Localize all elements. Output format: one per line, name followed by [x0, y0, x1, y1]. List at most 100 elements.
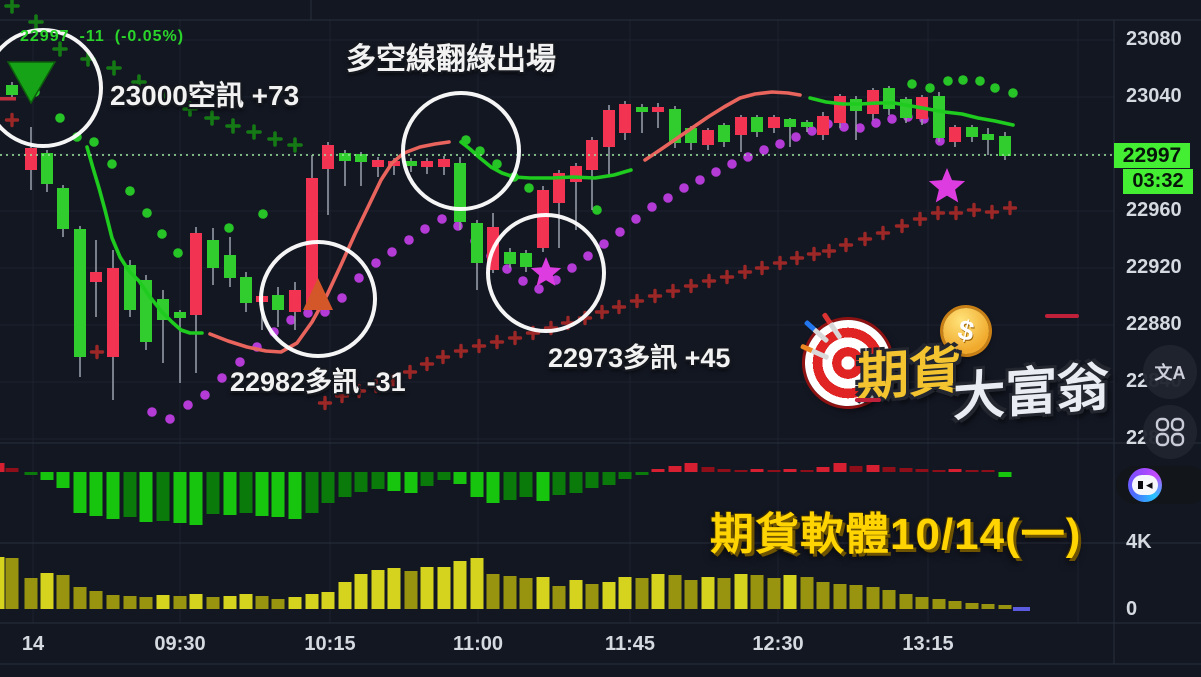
signal-dot-magenta — [354, 273, 364, 283]
candle-body — [570, 166, 582, 182]
volume-bar — [56, 575, 70, 609]
volume-axis-label: 4K — [1126, 531, 1152, 553]
macd-bar — [173, 472, 187, 523]
volume-bar — [849, 585, 863, 609]
macd-bar — [783, 469, 797, 472]
macd-bar — [849, 466, 863, 472]
signal-cross — [754, 260, 770, 276]
signal-cross — [453, 343, 469, 359]
candle-body — [883, 88, 895, 109]
signal-cross — [857, 231, 873, 247]
volume-bar — [223, 596, 237, 609]
signal-dot-green — [524, 183, 534, 193]
signal-dot-magenta — [420, 224, 430, 234]
macd-bar — [866, 465, 880, 472]
macd-bar — [618, 472, 632, 479]
volume-bar — [371, 570, 385, 609]
macd-bar — [387, 472, 401, 491]
candle-body — [207, 240, 219, 268]
volume-bar — [767, 578, 781, 609]
last-price-badge: 22997 — [1114, 143, 1190, 168]
volume-bar — [5, 558, 19, 609]
signal-cross — [948, 205, 964, 221]
macd-bar — [800, 470, 814, 472]
signal-cross — [789, 250, 805, 266]
signal-dot-green — [1008, 88, 1018, 98]
volume-bar — [866, 587, 880, 609]
candle-body — [438, 159, 450, 167]
volume-bar — [536, 577, 550, 609]
signal-cross — [4, 112, 20, 128]
translate-button[interactable]: 文A — [1143, 345, 1197, 399]
candle-body — [289, 290, 301, 312]
volume-bar — [899, 594, 913, 609]
candle-body — [174, 312, 186, 318]
volume-bar — [503, 576, 517, 609]
caption-date: 期貨軟體10/14(一) — [710, 510, 1082, 559]
ticker-change: -11 — [79, 28, 105, 45]
signal-dot-magenta — [775, 139, 785, 149]
macd-bar — [239, 472, 253, 513]
macd-bar — [24, 472, 38, 475]
trend-line-red — [208, 140, 451, 354]
translate-icon: 文A — [1154, 363, 1186, 383]
ticker: 22997 -11 (-0.05%) — [20, 28, 194, 46]
macd-bar — [288, 472, 302, 519]
volume-bar — [816, 582, 830, 609]
candle-body — [949, 127, 961, 142]
volume-bar — [783, 575, 797, 609]
apps-grid-button[interactable] — [1143, 405, 1197, 459]
macd-bar — [833, 463, 847, 472]
macd-bar — [73, 472, 87, 513]
volume-bar — [305, 594, 319, 609]
candle-body — [57, 188, 69, 229]
signal-cross — [821, 243, 837, 259]
volume-bar — [404, 571, 418, 609]
signal-dot-magenta — [855, 123, 865, 133]
signal-dot-magenta — [935, 136, 945, 146]
volume-bar — [981, 604, 995, 609]
candle-body — [339, 153, 351, 161]
volume-bar — [189, 594, 203, 609]
macd-bar — [255, 472, 269, 516]
volume-bar — [255, 596, 269, 609]
assistant-chat-button[interactable]: ◂ — [1116, 466, 1201, 504]
volume-bar — [0, 557, 5, 609]
signal-dot-green — [492, 159, 502, 169]
signal-cross — [629, 293, 645, 309]
highlight-circle — [0, 28, 103, 148]
volume-bar — [387, 568, 401, 609]
signal-cross — [28, 14, 44, 30]
candle-body — [553, 173, 565, 203]
signal-dot-magenta — [615, 227, 625, 237]
macd-bar — [437, 472, 451, 480]
signal-cross — [419, 356, 435, 372]
long-entry-triangle-icon — [303, 278, 333, 310]
signal-cross — [4, 0, 20, 14]
signal-dot-magenta — [727, 159, 737, 169]
signal-cross — [683, 278, 699, 294]
candle-body — [619, 104, 631, 133]
signal-dot-magenta — [887, 114, 897, 124]
signal-dot-magenta — [583, 251, 593, 261]
signal-cross — [368, 378, 384, 394]
annotation-exit-note: 多空線翻綠出場 — [346, 43, 556, 76]
time-axis-label: 14 — [21, 633, 45, 655]
macd-bar — [767, 470, 781, 472]
volume-bar — [40, 573, 54, 609]
signal-dot-magenta — [217, 373, 227, 383]
macd-bar — [354, 472, 368, 492]
macd-bar — [899, 468, 913, 472]
candle-body — [933, 96, 945, 138]
macd-bar — [750, 469, 764, 472]
price-axis-label: 23080 — [1126, 28, 1182, 50]
macd-bar — [519, 472, 533, 497]
annotation-short-signal: 23000空訊 +73 — [110, 80, 300, 111]
signal-cross — [894, 218, 910, 234]
candle-body — [586, 140, 598, 170]
volume-bar — [651, 574, 665, 609]
signal-dot-green — [925, 83, 935, 93]
volume-bar — [717, 578, 731, 609]
volume-bar — [123, 596, 137, 609]
